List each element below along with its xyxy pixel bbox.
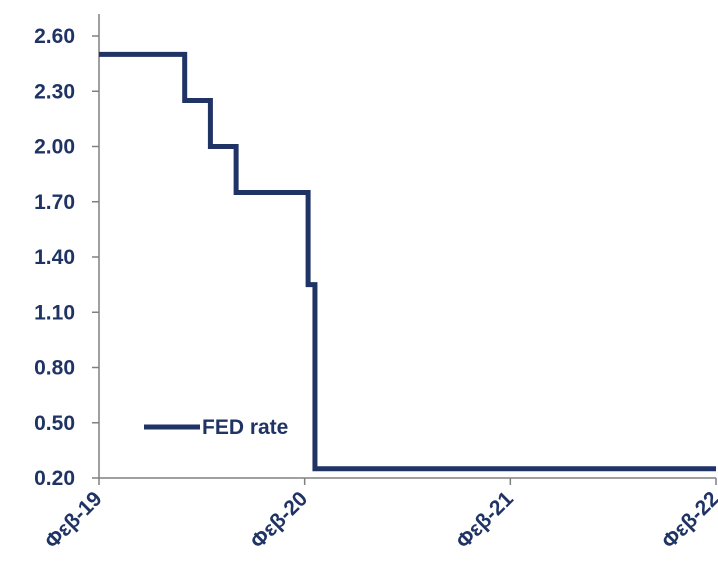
x-tick-label: Φεβ-20	[246, 487, 312, 553]
y-tick-label: 2.00	[34, 136, 75, 159]
y-tick-label: 1.70	[34, 191, 75, 214]
axes	[98, 14, 716, 479]
legend: FED rate	[144, 416, 288, 439]
y-tick-label: 1.40	[34, 246, 75, 269]
legend-label: FED rate	[202, 416, 288, 439]
x-tick-label: Φεβ-19	[41, 487, 107, 553]
y-tick-label: 0.80	[34, 357, 75, 380]
x-axis-ticks: Φεβ-19 Φεβ-20 Φεβ-21 Φεβ-22	[41, 478, 718, 553]
y-tick-label: 2.60	[34, 25, 75, 48]
y-tick-label: 0.50	[34, 412, 75, 435]
y-axis-ticks: 0.20 0.50 0.80 1.10 1.40 1.70 2.00 2.30 2.60	[34, 25, 99, 490]
series-fed-rate-line	[99, 51, 716, 472]
x-tick-label: Φεβ-22	[658, 487, 718, 553]
series-group	[99, 51, 716, 472]
x-tick-label: Φεβ-21	[452, 487, 518, 553]
y-tick-label: 0.20	[34, 467, 75, 490]
y-tick-label: 1.10	[34, 301, 75, 324]
y-tick-label: 2.30	[34, 80, 75, 103]
